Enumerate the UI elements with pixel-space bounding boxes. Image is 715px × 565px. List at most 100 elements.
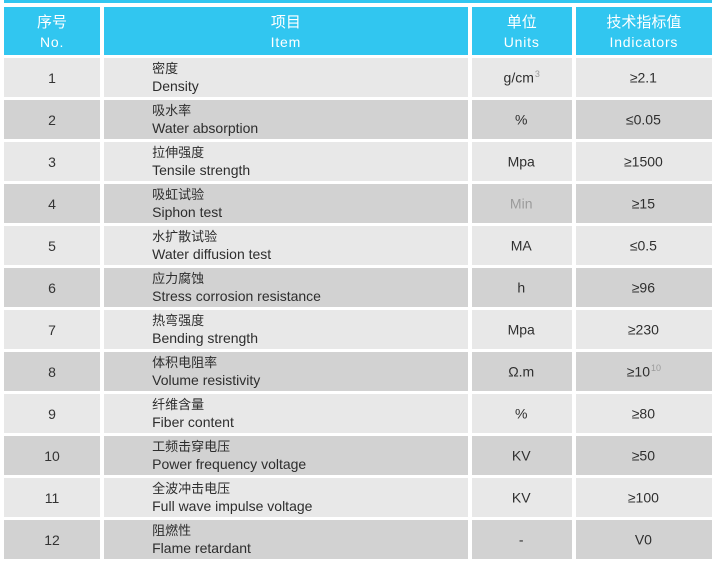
item-name-en: Density	[152, 77, 199, 94]
row-number-cell: 10	[4, 436, 101, 475]
unit-cell: Mpa	[471, 310, 572, 349]
item-cell: 吸水率 Water absorption	[104, 100, 468, 139]
unit-cell: %	[471, 100, 572, 139]
item-cell: 纤维含量 Fiber content	[104, 394, 468, 433]
item-name-en: Water absorption	[152, 119, 259, 136]
item-name-zh: 吸水率	[152, 102, 192, 118]
item-name-zh: 工频击穿电压	[152, 438, 231, 454]
indicator-cell: ≥80	[575, 394, 712, 433]
indicator-value: ≥2.1	[629, 69, 657, 86]
indicator-value: ≥50	[631, 447, 656, 464]
header-item-zh: 项目	[270, 13, 301, 31]
row-number-cell: 12	[4, 520, 101, 559]
item-name-en: Power frequency voltage	[152, 455, 307, 472]
row-number-cell: 1	[4, 58, 101, 97]
header-no-zh: 序号	[37, 13, 68, 31]
item-name-en: Volume resistivity	[152, 371, 261, 388]
item-cell: 拉伸强度 Tensile strength	[104, 142, 468, 181]
item-name-zh: 体积电阻率	[152, 354, 218, 370]
unit-cell: KV	[471, 478, 572, 517]
indicator-cell: ≥15	[575, 184, 712, 223]
indicator-cell: ≤0.05	[575, 100, 712, 139]
item-name-zh: 拉伸强度	[152, 144, 205, 160]
table-row: 12 阻燃性 Flame retardant - V0	[4, 520, 712, 559]
unit-cell: KV	[471, 436, 572, 475]
row-number-cell: 6	[4, 268, 101, 307]
unit-value: Min	[509, 195, 533, 212]
header-no: 序号 No.	[4, 7, 101, 55]
unit-value: KV	[511, 447, 531, 464]
indicator-superscript: 10	[651, 363, 662, 374]
table-row: 10 工频击穿电压 Power frequency voltage KV ≥50	[4, 436, 712, 475]
table-row: 6 应力腐蚀 Stress corrosion resistance h ≥96	[4, 268, 712, 307]
indicator-value: ≥100	[627, 489, 659, 506]
unit-cell: MA	[471, 226, 572, 265]
table-row: 9 纤维含量 Fiber content % ≥80	[4, 394, 712, 433]
table-row: 3 拉伸强度 Tensile strength Mpa ≥1500	[4, 142, 712, 181]
header-no-en: No.	[39, 33, 65, 50]
indicator-value: ≥15	[631, 195, 656, 212]
item-name-en: Bending strength	[152, 329, 258, 346]
indicator-cell: ≤0.5	[575, 226, 712, 265]
row-number-cell: 2	[4, 100, 101, 139]
unit-value: -	[518, 531, 524, 548]
indicator-value: ≥1500	[623, 153, 663, 170]
item-name-zh: 应力腐蚀	[152, 270, 205, 286]
unit-cell: g/cm3	[471, 58, 572, 97]
row-number-cell: 5	[4, 226, 101, 265]
item-name-en: Fiber content	[152, 413, 234, 430]
item-name-zh: 全波冲击电压	[152, 480, 231, 496]
unit-value: g/cm	[503, 69, 534, 86]
table-row: 7 热弯强度 Bending strength Mpa ≥230	[4, 310, 712, 349]
indicator-cell: V0	[575, 520, 712, 559]
item-cell: 水扩散试验 Water diffusion test	[104, 226, 468, 265]
indicator-cell: ≥2.1	[575, 58, 712, 97]
row-number-cell: 11	[4, 478, 101, 517]
indicator-cell: ≥230	[575, 310, 712, 349]
table-row: 4 吸虹试验 Siphon test Min ≥15	[4, 184, 712, 223]
row-number-cell: 8	[4, 352, 101, 391]
unit-cell: -	[471, 520, 572, 559]
indicator-value: ≥230	[627, 321, 659, 338]
unit-cell: Ω.m	[471, 352, 572, 391]
item-name-zh: 密度	[152, 60, 179, 76]
indicator-value: ≥96	[631, 279, 656, 296]
unit-value: %	[514, 405, 528, 422]
item-name-zh: 吸虹试验	[152, 186, 205, 202]
item-name-en: Full wave impulse voltage	[152, 497, 313, 514]
item-name-en: Tensile strength	[152, 161, 251, 178]
header-indicators-en: Indicators	[609, 33, 679, 50]
item-cell: 体积电阻率 Volume resistivity	[104, 352, 468, 391]
item-name-zh: 纤维含量	[152, 396, 205, 412]
indicator-value: ≥80	[631, 405, 656, 422]
indicator-cell: ≥50	[575, 436, 712, 475]
table-row: 11 全波冲击电压 Full wave impulse voltage KV ≥…	[4, 478, 712, 517]
table-row: 8 体积电阻率 Volume resistivity Ω.m ≥1010	[4, 352, 712, 391]
row-number-cell: 7	[4, 310, 101, 349]
header-item: 项目 Item	[104, 7, 468, 55]
header-units-zh: 单位	[506, 13, 537, 31]
indicator-value: V0	[634, 531, 652, 548]
header-indicators-zh: 技术指标值	[606, 13, 682, 31]
row-number-cell: 3	[4, 142, 101, 181]
unit-cell: Min	[471, 184, 572, 223]
unit-value: Ω.m	[508, 363, 535, 380]
table-row: 2 吸水率 Water absorption % ≤0.05	[4, 100, 712, 139]
row-number-cell: 4	[4, 184, 101, 223]
item-name-en: Stress corrosion resistance	[152, 287, 321, 304]
unit-superscript: 3	[534, 69, 540, 80]
item-name-en: Siphon test	[152, 203, 223, 220]
indicator-value: ≤0.05	[625, 111, 661, 128]
header-indicators: 技术指标值 Indicators	[575, 7, 712, 55]
header-units: 单位 Units	[471, 7, 572, 55]
unit-value: MA	[510, 237, 532, 254]
table-header-row: 序号 No. 项目 Item 单位 Units 技术指标值 Indicators	[4, 7, 712, 55]
top-accent-bar	[4, 0, 712, 3]
item-name-en: Flame retardant	[152, 539, 251, 556]
table-row: 5 水扩散试验 Water diffusion test MA ≤0.5	[4, 226, 712, 265]
indicator-cell: ≥100	[575, 478, 712, 517]
header-units-en: Units	[503, 33, 540, 50]
item-cell: 吸虹试验 Siphon test	[104, 184, 468, 223]
indicator-cell: ≥1010	[575, 352, 712, 391]
